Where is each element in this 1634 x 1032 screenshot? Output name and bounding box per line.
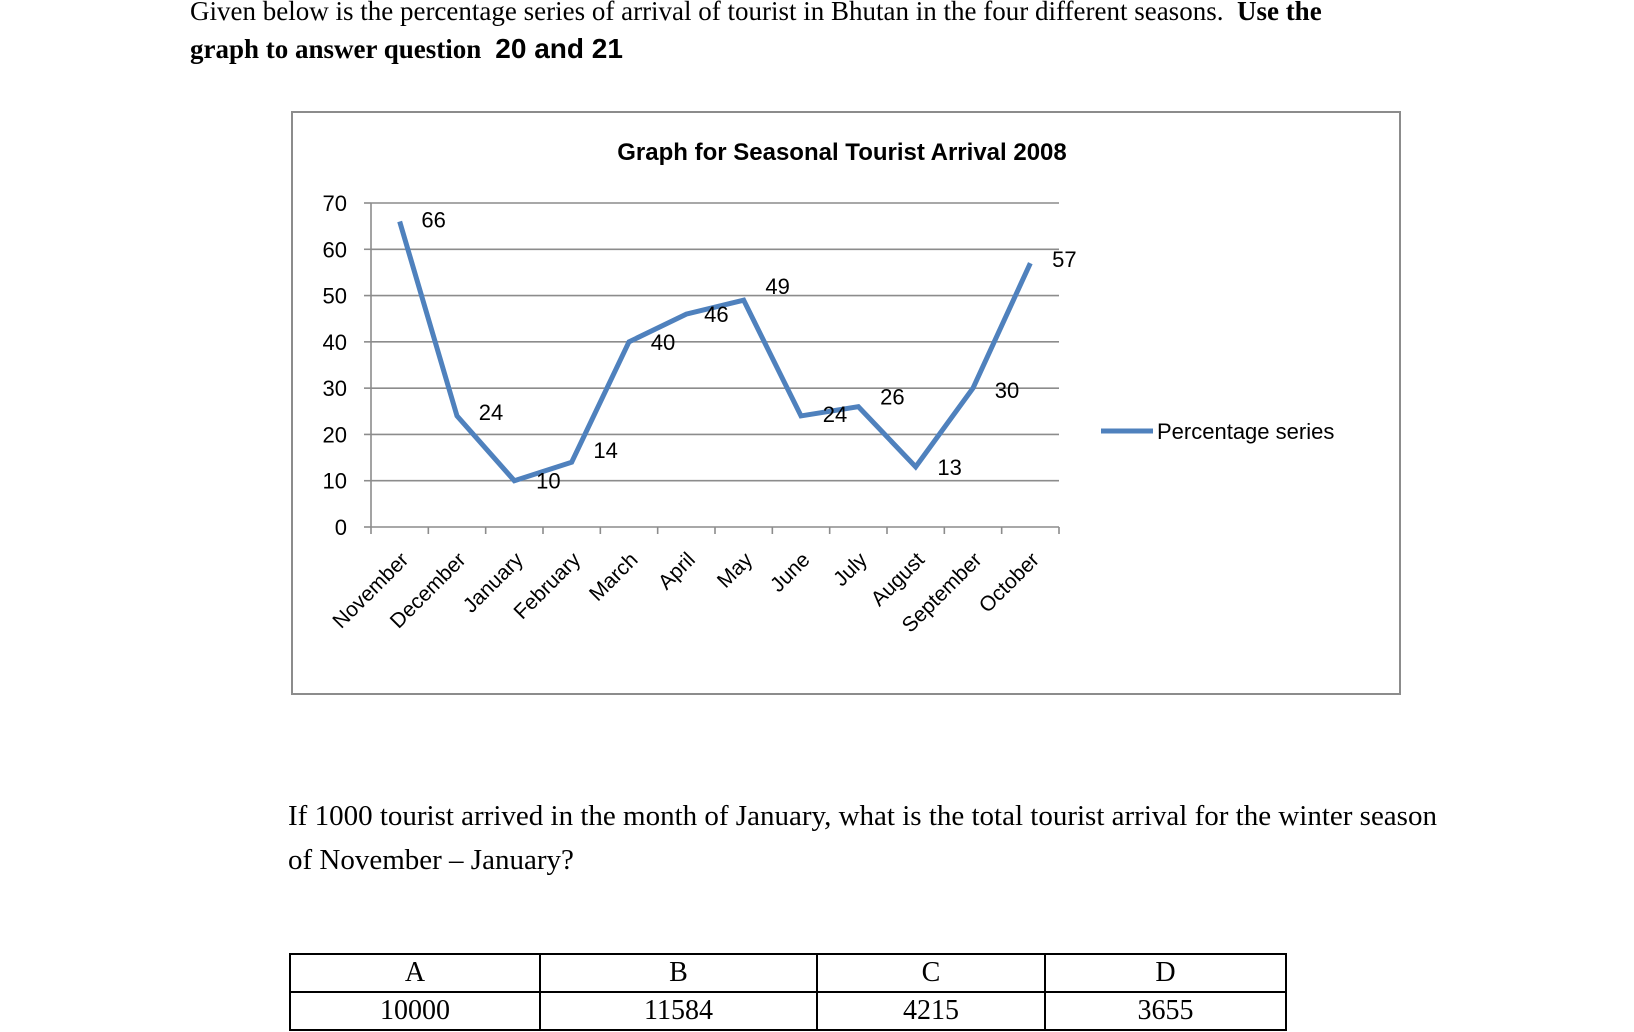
intro-line-1: Given below is the percentage series of … (190, 0, 1490, 30)
question-text: If 1000 tourist arrived in the month of … (288, 800, 1437, 876)
y-tick-label: 30 (323, 376, 347, 401)
y-tick-label: 20 (323, 422, 347, 447)
data-label: 13 (937, 455, 961, 480)
series-line (397, 220, 1033, 484)
gridlines (371, 202, 1059, 482)
intro-bold-1: Use the (1236, 0, 1322, 26)
answer-label-row: A B C D (289, 953, 1287, 993)
data-label: 30 (995, 378, 1019, 403)
x-tick-label: March (585, 548, 643, 606)
answer-value-row: 10000 11584 4215 3655 (289, 991, 1287, 1031)
option-value-c: 4215 (816, 991, 1046, 1031)
intro-plain: Given below is the percentage series of … (190, 0, 1224, 26)
option-label-b: B (539, 953, 818, 993)
option-label-a: A (289, 953, 541, 993)
answer-table: A B C D 10000 11584 4215 3655 (289, 953, 1287, 1031)
seasonal-tourist-chart: Graph for Seasonal Tourist Arrival 2008 … (323, 139, 1335, 637)
data-label: 57 (1052, 247, 1076, 272)
data-label: 66 (421, 208, 445, 233)
y-tick-label: 70 (323, 191, 347, 216)
legend: Percentage series (1101, 419, 1334, 444)
data-label: 24 (823, 402, 847, 427)
y-tick-label: 10 (323, 469, 347, 494)
data-labels: 66 24 10 14 40 46 49 24 26 13 30 57 (421, 208, 1076, 494)
option-label-d: D (1044, 953, 1287, 993)
y-tick-label: 50 (323, 284, 347, 309)
legend-label: Percentage series (1157, 419, 1334, 444)
option-label-c: C (816, 953, 1046, 993)
x-tick-label: October (975, 548, 1044, 617)
data-label: 46 (704, 302, 728, 327)
data-label: 40 (651, 330, 675, 355)
question-numbers: 20 and 21 (495, 33, 623, 64)
y-tick-label: 60 (323, 237, 347, 262)
chart-frame: Graph for Seasonal Tourist Arrival 2008 … (291, 111, 1401, 695)
data-label: 14 (593, 438, 617, 463)
x-tick-label: May (713, 548, 758, 593)
y-tick-label: 0 (335, 515, 347, 540)
intro-bold-2: graph to answer question (190, 34, 482, 64)
option-value-b: 11584 (539, 991, 818, 1031)
y-tick-label: 40 (323, 330, 347, 355)
axes: 010203040506070NovemberDecemberJanuaryFe… (323, 191, 1060, 637)
data-label: 10 (536, 469, 560, 494)
data-label: 24 (479, 400, 503, 425)
chart-title: Graph for Seasonal Tourist Arrival 2008 (617, 139, 1066, 166)
option-value-d: 3655 (1044, 991, 1287, 1031)
option-value-a: 10000 (289, 991, 541, 1031)
x-tick-label: April (654, 548, 700, 594)
series-layer (397, 220, 1033, 484)
x-tick-label: July (829, 548, 872, 591)
x-tick-label: June (766, 548, 814, 596)
intro-line-2: graph to answer question 20 and 21 (190, 30, 1490, 68)
data-label: 49 (765, 274, 789, 299)
data-label: 26 (880, 385, 904, 410)
intro-text: Given below is the percentage series of … (190, 0, 1490, 68)
